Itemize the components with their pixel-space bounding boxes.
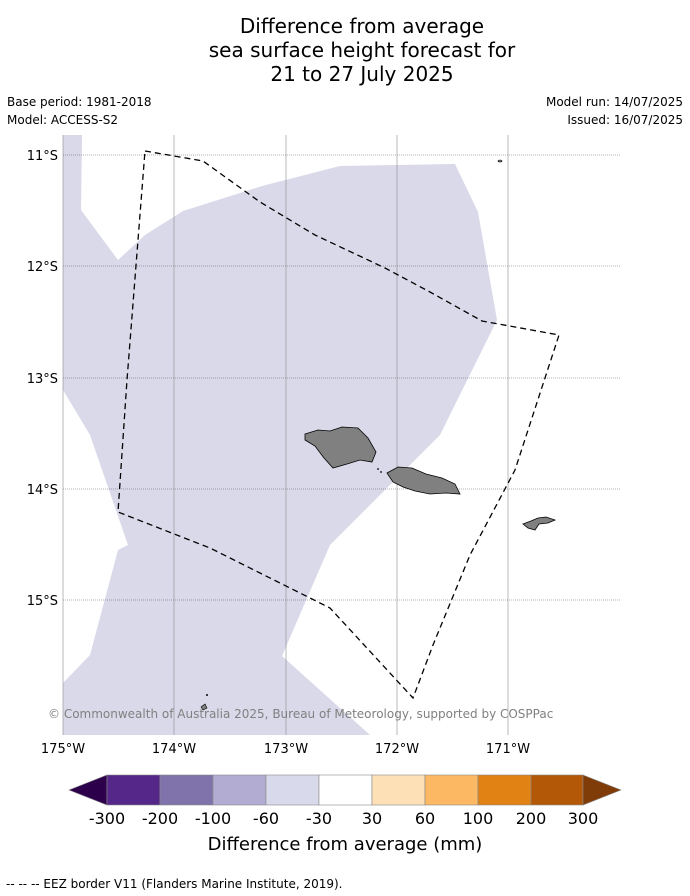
colorbar-segment [106, 774, 161, 806]
model-text: Model: ACCESS-S2 [7, 113, 119, 127]
latitude-labels: 11°S 12°S 13°S 14°S 15°S [27, 149, 58, 609]
small-islet [206, 694, 208, 696]
colorbar-tick: -300 [89, 809, 125, 828]
upolu-island [386, 466, 461, 495]
colorbar-tick: -30 [306, 809, 332, 828]
lat-label: 11°S [27, 149, 58, 164]
colorbar-segment [371, 774, 426, 806]
lat-label: 14°S [27, 483, 58, 498]
colorbar-segment [159, 774, 214, 806]
small-island-north [497, 159, 503, 163]
title-line-1: Difference from average [239, 14, 485, 38]
lat-label: 15°S [27, 594, 58, 609]
grid-lines [63, 154, 620, 601]
lon-label: 175°W [41, 742, 85, 757]
model-run-text: Model run: 14/07/2025 [545, 95, 683, 109]
colorbar-extend-high [582, 774, 622, 806]
title-line-2: sea surface height forecast for [208, 38, 516, 62]
colorbar-segment [530, 774, 584, 806]
lon-label: 172°W [375, 742, 419, 757]
colorbar-segment [318, 774, 373, 806]
title-line-3: 21 to 27 July 2025 [270, 62, 454, 86]
copyright-text: © Commonwealth of Australia 2025, Bureau… [48, 707, 553, 721]
meridian-lines [62, 135, 509, 735]
lat-label: 12°S [27, 260, 58, 275]
longitude-labels: 175°W 174°W 173°W 172°W 171°W [41, 742, 530, 757]
eez-border [117, 150, 560, 700]
lon-label: 171°W [486, 742, 530, 757]
issued-text: Issued: 16/07/2025 [567, 113, 683, 127]
anomaly-region [63, 135, 497, 735]
base-period-text: Base period: 1981-2018 [7, 95, 152, 109]
tutuila-island [522, 516, 557, 531]
lon-label: 173°W [264, 742, 308, 757]
colorbar [68, 774, 622, 806]
colorbar-tick: 100 [463, 809, 494, 828]
colorbar-tick: -60 [253, 809, 279, 828]
colorbar-tick: -200 [142, 809, 178, 828]
lon-label: 174°W [152, 742, 196, 757]
eez-legend-text: -- -- -- EEZ border V11 (Flanders Marine… [6, 877, 343, 891]
lat-label: 13°S [27, 372, 58, 387]
colorbar-tick: 300 [568, 809, 599, 828]
colorbar-tick: 200 [516, 809, 547, 828]
islet-2 [380, 471, 382, 473]
colorbar-tick: 60 [415, 809, 435, 828]
islet-1 [377, 468, 379, 470]
colorbar-tick: 30 [362, 809, 382, 828]
colorbar-segment [265, 774, 320, 806]
map-title: Difference from average sea surface heig… [0, 14, 690, 86]
savaii-island [304, 426, 377, 469]
colorbar-extend-low [68, 774, 108, 806]
colorbar-segment [424, 774, 479, 806]
colorbar-segment [212, 774, 267, 806]
colorbar-tick: -100 [195, 809, 231, 828]
colorbar-label: Difference from average (mm) [208, 834, 483, 855]
small-island-south [200, 703, 208, 711]
colorbar-ticks: -300 -200 -100 -60 -30 30 60 100 200 300 [89, 809, 598, 828]
colorbar-segment [477, 774, 532, 806]
